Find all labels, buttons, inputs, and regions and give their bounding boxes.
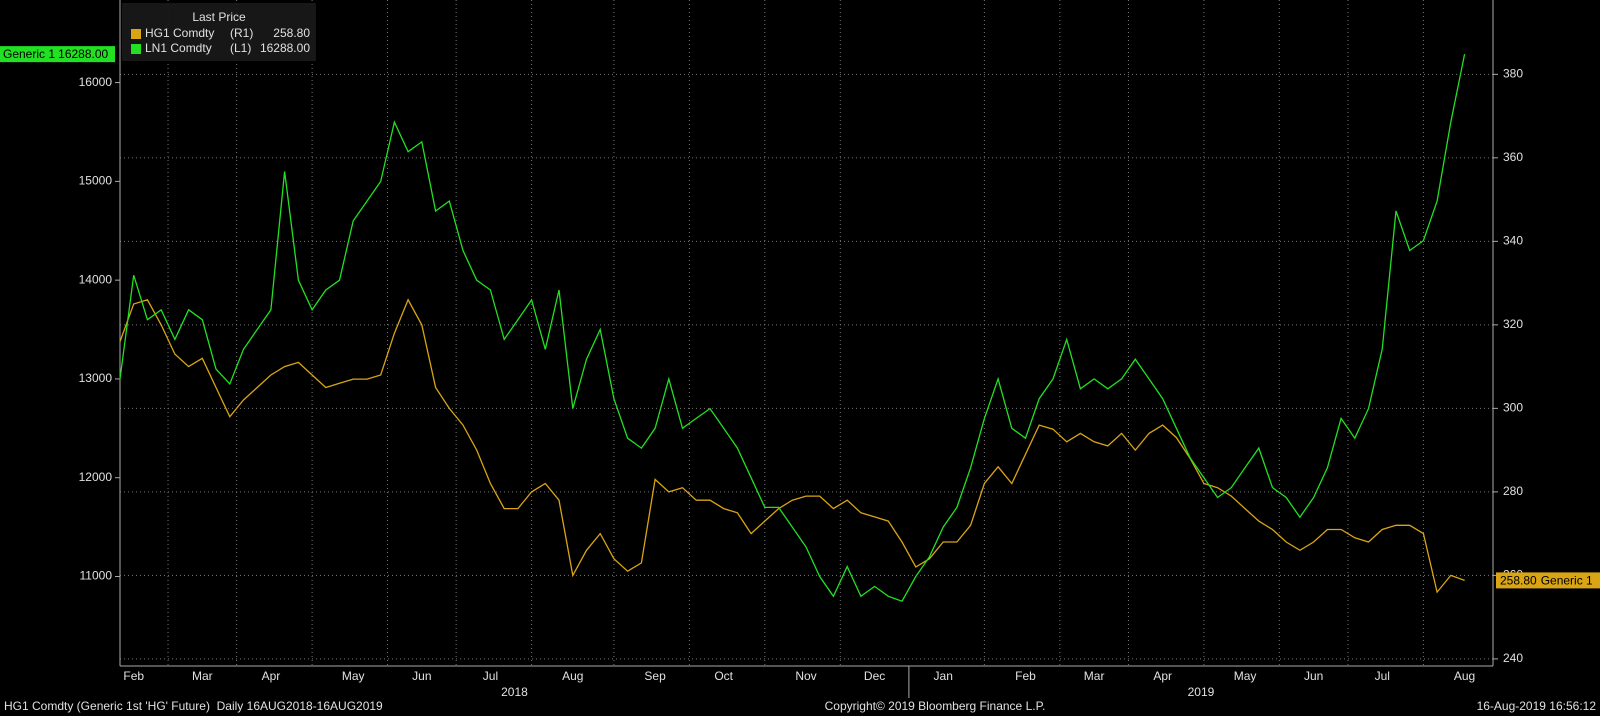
x-tick-label: Mar bbox=[1084, 669, 1105, 683]
tag-text: Generic 1 16288.00 bbox=[3, 47, 109, 61]
last-price-tag: Generic 1 16288.00 bbox=[0, 46, 115, 63]
y-tick-label: 15000 bbox=[79, 174, 113, 188]
tag-part: 16288.00 bbox=[58, 47, 108, 61]
y2-tick-label: 360 bbox=[1503, 150, 1523, 164]
legend: Last Price HG1 Comdty (R1) 258.80 LN1 Comdty… bbox=[122, 3, 316, 61]
y2-tick-label: 380 bbox=[1503, 66, 1523, 80]
x-tick-label: Aug bbox=[562, 669, 583, 683]
y-tick-label: 12000 bbox=[79, 470, 113, 484]
x-tick-label: May bbox=[342, 669, 365, 683]
y2-tick-label: 340 bbox=[1503, 234, 1523, 248]
year-label: 2019 bbox=[1188, 685, 1215, 699]
x-tick-label: Apr bbox=[262, 669, 281, 683]
tag-part: 258.80 bbox=[1500, 574, 1537, 588]
x-tick-label: Jul bbox=[483, 669, 498, 683]
legend-value: 258.80 bbox=[273, 26, 310, 40]
x-tick-label: Feb bbox=[1015, 669, 1036, 683]
x-tick-label: Aug bbox=[1454, 669, 1475, 683]
x-tick-label: Sep bbox=[644, 669, 666, 683]
y2-tick-label: 320 bbox=[1503, 317, 1523, 331]
footer-left: HG1 Comdty (Generic 1st 'HG' Future) Dai… bbox=[4, 699, 383, 713]
tag-part: Generic 1 bbox=[1541, 574, 1593, 588]
x-tick-label: Jan bbox=[934, 669, 953, 683]
legend-name: LN1 Comdty bbox=[145, 41, 212, 55]
y-tick-label: 11000 bbox=[80, 569, 113, 583]
footer-right: 16-Aug-2019 16:56:12 bbox=[1477, 699, 1597, 713]
x-tick-label: Nov bbox=[795, 669, 816, 683]
tag-background bbox=[0, 46, 115, 63]
x-tick-label: Mar bbox=[192, 669, 213, 683]
tag-part: Generic 1 bbox=[3, 47, 55, 61]
line-series bbox=[119, 53, 1466, 602]
x-tick-label: Feb bbox=[123, 669, 144, 683]
x-tick-label: Dec bbox=[864, 669, 885, 683]
line-series bbox=[119, 298, 1465, 594]
y2-tick-label: 280 bbox=[1503, 484, 1523, 498]
y-tick-label: 16000 bbox=[79, 75, 113, 89]
legend-value: 16288.00 bbox=[260, 41, 310, 55]
y2-tick-label: 240 bbox=[1503, 651, 1523, 665]
year-label: 2018 bbox=[501, 685, 528, 699]
legend-title: Last Price bbox=[192, 10, 246, 24]
x-tick-label: Jul bbox=[1375, 669, 1390, 683]
tag-text: 258.80 Generic 1 bbox=[1500, 574, 1593, 588]
legend-background bbox=[122, 3, 316, 61]
x-tick-label: Oct bbox=[714, 669, 733, 683]
x-tick-label: May bbox=[1234, 669, 1257, 683]
x-tick-label: Jun bbox=[1304, 669, 1323, 683]
y2-tick-label: 300 bbox=[1503, 401, 1523, 415]
x-tick-label: Apr bbox=[1153, 669, 1172, 683]
legend-name: HG1 Comdty bbox=[145, 26, 214, 40]
last-price-tag: 258.80 Generic 1 bbox=[1496, 572, 1600, 589]
legend-swatch bbox=[131, 29, 141, 39]
y-tick-label: 14000 bbox=[79, 272, 113, 286]
footer-center: Copyright© 2019 Bloomberg Finance L.P. bbox=[825, 699, 1046, 713]
x-tick-label: Jun bbox=[412, 669, 431, 683]
legend-axis: (L1) bbox=[230, 41, 251, 55]
legend-swatch bbox=[131, 44, 141, 54]
tag-background bbox=[1496, 572, 1600, 589]
legend-axis: (R1) bbox=[230, 26, 253, 40]
y-tick-label: 13000 bbox=[79, 371, 113, 385]
